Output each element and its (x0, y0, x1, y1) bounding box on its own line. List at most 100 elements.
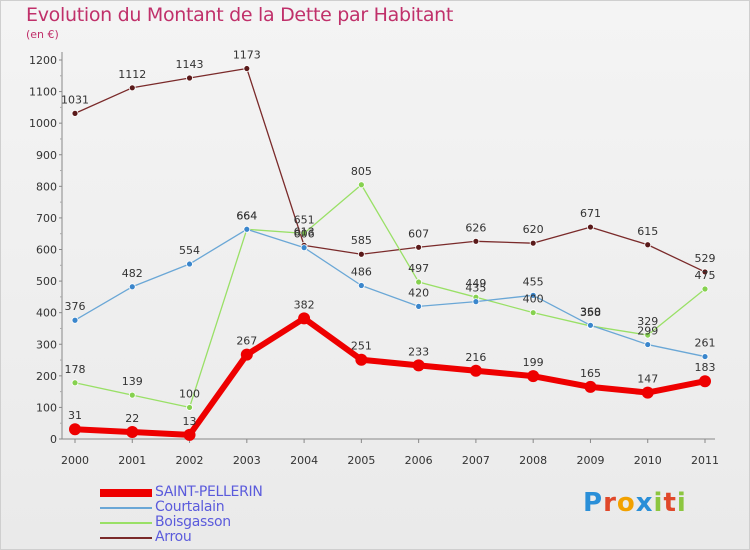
y-tick-label: 300 (36, 338, 57, 351)
x-tick-label: 2001 (118, 454, 146, 467)
data-label: 22 (125, 412, 139, 425)
data-label: 554 (179, 244, 200, 257)
y-tick-label: 900 (36, 149, 57, 162)
data-label: 31 (68, 409, 82, 422)
data-label: 261 (695, 337, 716, 350)
data-label: 267 (236, 335, 257, 348)
data-point (71, 109, 79, 117)
data-label: 178 (65, 363, 86, 376)
data-label: 183 (695, 361, 716, 374)
logo-letter: i (676, 488, 687, 518)
data-label: 13 (183, 415, 197, 428)
data-point (240, 348, 253, 361)
series-line-arrou (74, 67, 706, 273)
data-label: 449 (465, 277, 486, 290)
x-tick-label: 2010 (634, 454, 662, 467)
data-point (699, 375, 711, 388)
data-label: 100 (179, 387, 200, 400)
y-tick-label: 100 (36, 401, 57, 414)
logo-letter: t (663, 488, 677, 518)
data-point (243, 65, 251, 72)
series-line-saint-pellerin (72, 315, 708, 438)
data-point (300, 229, 308, 237)
data-point (415, 243, 423, 251)
data-point (186, 404, 193, 411)
chart-title: Evolution du Montant de la Dette par Hab… (26, 4, 454, 26)
data-point (183, 428, 196, 441)
data-label: 664 (236, 209, 257, 222)
legend-swatch (100, 522, 152, 524)
x-tick-label: 2008 (519, 454, 547, 467)
data-point (472, 298, 480, 306)
data-label: 615 (637, 225, 658, 238)
data-label: 139 (122, 375, 143, 388)
logo-letter: P (583, 488, 604, 518)
y-tick-label: 700 (36, 212, 57, 225)
data-point (644, 341, 652, 348)
data-point (469, 364, 482, 377)
data-point (357, 282, 365, 289)
data-point (701, 268, 709, 276)
x-tick-label: 2006 (405, 454, 433, 467)
x-tick-label: 2007 (462, 454, 490, 467)
data-label: 420 (408, 286, 429, 299)
data-point (644, 241, 652, 249)
data-label: 1173 (233, 49, 261, 62)
legend-label: Courtalain (155, 499, 225, 515)
data-point (529, 309, 537, 317)
data-point (128, 283, 136, 291)
data-point (357, 181, 365, 189)
data-point (243, 225, 251, 233)
data-point (357, 250, 365, 258)
x-tick-label: 2011 (691, 454, 719, 467)
data-point (644, 331, 652, 339)
data-label: 360 (580, 305, 601, 318)
y-tick-label: 400 (36, 307, 57, 320)
data-point (128, 84, 136, 92)
y-tick-label: 600 (36, 244, 57, 257)
x-tick-label: 2000 (61, 454, 89, 467)
data-point (355, 353, 368, 366)
y-tick-label: 1000 (29, 117, 57, 130)
data-label: 482 (122, 267, 143, 280)
data-point (71, 379, 79, 387)
y-tick-label: 800 (36, 180, 57, 193)
data-label: 233 (408, 345, 429, 358)
legend-label: Boisgasson (155, 514, 231, 530)
data-point (529, 291, 537, 299)
data-point (587, 321, 594, 329)
data-label: 671 (580, 207, 601, 220)
data-point (300, 244, 308, 252)
data-label: 329 (637, 315, 658, 328)
data-point (527, 370, 540, 383)
data-label: 626 (465, 221, 486, 234)
data-label: 147 (637, 373, 658, 386)
data-point (641, 386, 654, 399)
proxiti-logo: Proxiti (583, 488, 687, 518)
data-point (701, 285, 709, 293)
data-label: 606 (294, 228, 315, 241)
data-label: 376 (65, 300, 86, 313)
y-tick-label: 0 (50, 433, 57, 446)
data-point (587, 223, 594, 231)
data-point (701, 353, 709, 360)
data-label: 805 (351, 165, 372, 178)
y-tick-label: 1200 (29, 54, 57, 67)
x-tick-label: 2003 (233, 454, 261, 467)
y-tick-label: 1100 (29, 86, 57, 99)
data-label: 486 (351, 266, 372, 279)
x-tick-label: 2009 (576, 454, 604, 467)
data-point (71, 316, 79, 324)
data-label: 400 (523, 293, 544, 306)
data-label: 435 (465, 282, 486, 295)
x-tick-label: 2002 (176, 454, 204, 467)
legend-label: SAINT-PELLERIN (155, 484, 263, 500)
chart-unit-label: (en €) (26, 28, 59, 41)
data-label: 585 (351, 234, 372, 247)
data-label: 251 (351, 340, 372, 353)
data-label: 664 (236, 209, 257, 222)
series-line-boisgasson (74, 184, 706, 409)
data-label: 613 (294, 225, 315, 238)
data-point (415, 302, 423, 310)
